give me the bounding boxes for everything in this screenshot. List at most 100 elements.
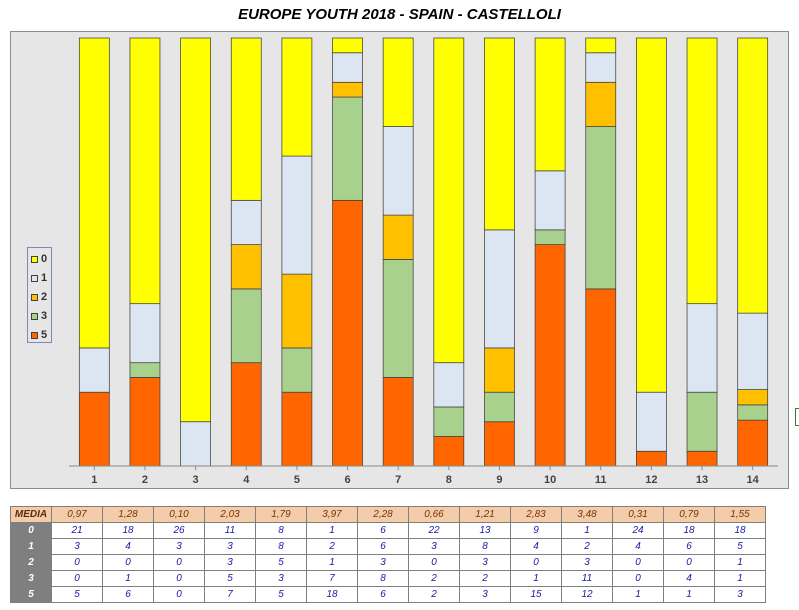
legend-item-2: 2 [31, 290, 47, 304]
table-cell: 3,48 [561, 506, 613, 523]
table-cell: 21 [51, 522, 103, 539]
table-cell: 12 [561, 586, 613, 603]
bar-segment-cat9-series0 [484, 37, 515, 231]
table-row-header: 3 [10, 570, 52, 587]
bar-segment-cat10-series3 [534, 229, 566, 245]
legend-label: 3 [41, 310, 48, 322]
x-tick-label: 6 [344, 474, 350, 486]
table-cell: 3 [408, 538, 460, 555]
table-cell: 0 [612, 554, 664, 571]
bar-segment-cat8-series1 [433, 362, 465, 408]
x-tick-label: 14 [747, 474, 760, 486]
table-cell: 0 [153, 554, 205, 571]
table-cell: 1,28 [102, 506, 154, 523]
bar-segment-cat9-series2 [484, 347, 515, 393]
bar-segment-cat5-series1 [281, 155, 313, 275]
table-cell: 11 [204, 522, 256, 539]
table-cell: 18 [102, 522, 154, 539]
table-row-header: 1 [10, 538, 52, 555]
bar-segment-cat8-series5 [433, 436, 465, 467]
table-cell: 1 [714, 570, 766, 587]
bar-segment-cat10-series0 [534, 37, 566, 172]
table-cell: 0,79 [663, 506, 715, 523]
bar-segment-cat3-series0 [180, 37, 211, 423]
table-cell: 9 [510, 522, 562, 539]
bar-segment-cat4-series0 [230, 37, 262, 201]
table-cell: 5 [255, 554, 307, 571]
legend-item-0: 0 [31, 252, 47, 266]
table-row-header: 5 [10, 586, 52, 603]
bar-segment-cat12-series1 [636, 391, 667, 452]
table-cell: 5 [51, 586, 103, 603]
table-cell: 24 [612, 522, 664, 539]
bar-segment-cat5-series2 [281, 273, 313, 349]
table-cell: 2 [408, 570, 460, 587]
bar-segment-cat11-series1 [585, 52, 617, 83]
table-cell: 2 [306, 538, 358, 555]
table-cell: 3,97 [306, 506, 358, 523]
legend-item-3: 3 [31, 309, 47, 323]
table-cell: 5 [204, 570, 256, 587]
bar-segment-cat7-series0 [382, 37, 414, 127]
bar-segment-cat9-series5 [484, 421, 515, 467]
x-tick-label: 2 [142, 474, 148, 486]
bar-segment-cat13-series5 [686, 450, 718, 467]
x-tick-label: 4 [243, 474, 250, 486]
bar-segment-cat8-series0 [433, 37, 465, 364]
bar-segment-cat8-series3 [433, 406, 465, 437]
table-cell: 0 [408, 554, 460, 571]
table-cell: 26 [153, 522, 205, 539]
table-row: 3 0 1 0 5 3 7 8 2 2 1 11 0 4 1 [10, 570, 766, 587]
table-cell: 4 [102, 538, 154, 555]
bar-segment-cat11-series2 [585, 81, 617, 127]
x-tick-label: 13 [696, 474, 708, 486]
table-cell: 6 [663, 538, 715, 555]
table-cell: 8 [255, 538, 307, 555]
table-cell: 4 [663, 570, 715, 587]
bar-segment-cat2-series0 [129, 37, 161, 305]
table-cell: 1 [306, 554, 358, 571]
bar-segment-cat14-series1 [737, 312, 769, 390]
bar-segment-cat11-series3 [585, 126, 617, 290]
x-tick-label: 11 [595, 474, 607, 486]
legend-label: 2 [41, 291, 48, 303]
table-cell: 8 [255, 522, 307, 539]
table-cell: 6 [357, 538, 409, 555]
x-tick-label: 1 [91, 474, 97, 486]
table-cell: 4 [510, 538, 562, 555]
bar-segment-cat11-series5 [585, 288, 617, 467]
legend-swatch [31, 255, 38, 263]
table-cell: 7 [306, 570, 358, 587]
table-cell: 3 [459, 554, 511, 571]
x-tick-label: 3 [193, 474, 199, 486]
table-cell: 4 [612, 538, 664, 555]
bar-segment-cat4-series1 [230, 199, 262, 245]
x-tick-label: 5 [294, 474, 300, 486]
bar-segment-cat7-series2 [382, 214, 414, 260]
bar-segment-cat1-series1 [78, 347, 110, 393]
table-cell: 3 [153, 538, 205, 555]
bar-segment-cat14-series3 [737, 404, 769, 421]
bar-segment-cat5-series0 [281, 37, 313, 157]
legend-swatch [31, 312, 38, 320]
legend-swatch [31, 274, 38, 282]
table-cell: 3 [51, 538, 103, 555]
table-cell: 5 [255, 586, 307, 603]
table-cell: 2,28 [357, 506, 409, 523]
table-cell: 0,10 [153, 506, 205, 523]
table-cell: 3 [204, 538, 256, 555]
x-tick-label: 9 [496, 474, 502, 486]
table-cell: 0 [102, 554, 154, 571]
table-cell: 0 [51, 570, 103, 587]
table-cell: 18 [306, 586, 358, 603]
bar-segment-cat6-series2 [332, 81, 363, 98]
legend-item-1: 1 [31, 271, 47, 285]
bar-segment-cat2-series3 [129, 362, 161, 378]
table-cell: 1 [510, 570, 562, 587]
bar-segment-cat7-series1 [382, 126, 414, 216]
selection-handle-icon[interactable] [795, 408, 799, 426]
bar-segment-cat12-series0 [636, 37, 667, 393]
bar-segment-cat10-series5 [534, 244, 566, 467]
data-table: MEDIA 0,97 1,28 0,10 2,03 1,79 3,97 2,28 0,66 1,2… [10, 506, 766, 603]
